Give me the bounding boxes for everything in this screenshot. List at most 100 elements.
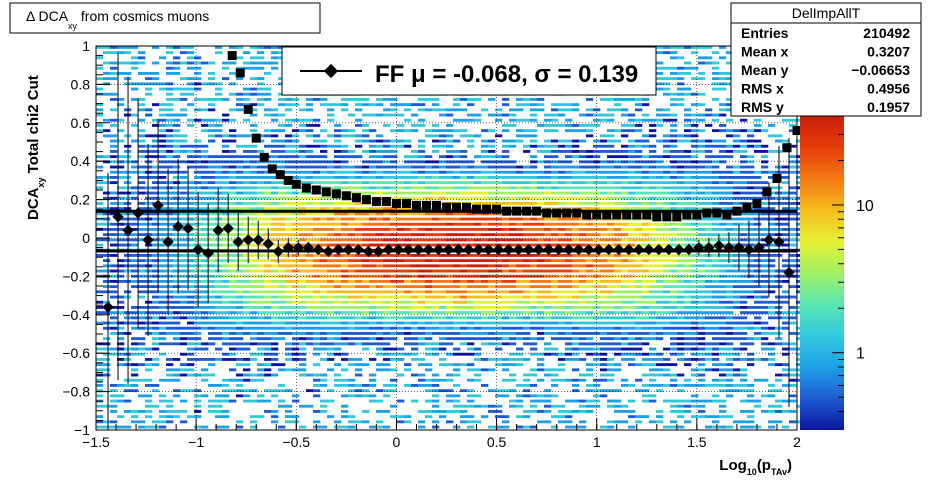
heatmap-cell [341, 274, 349, 278]
heatmap-cell [243, 311, 251, 315]
heatmap-cell [138, 165, 146, 169]
heatmap-cell [635, 170, 643, 174]
heatmap-cell [222, 144, 230, 148]
heatmap-cell [355, 274, 363, 278]
heatmap-cell [250, 191, 258, 195]
heatmap-cell [173, 124, 181, 127]
heatmap-cell [425, 306, 433, 309]
heatmap-cell [208, 222, 216, 226]
heatmap-cell [397, 254, 405, 257]
heatmap-cell [572, 186, 580, 190]
heatmap-cell [635, 321, 643, 325]
heatmap-cell [313, 98, 321, 101]
heatmap-cell [614, 404, 622, 408]
heatmap-cell [439, 363, 447, 367]
heatmap-cell [663, 118, 671, 122]
heatmap-cell [411, 347, 419, 351]
heatmap-cell [698, 378, 706, 382]
heatmap-cell [481, 358, 489, 361]
heatmap-cell [306, 316, 314, 320]
heatmap-cell [572, 280, 580, 283]
heatmap-cell [439, 300, 447, 304]
heatmap-cell [313, 181, 321, 185]
heatmap-cell [509, 243, 517, 247]
heatmap-cell [607, 196, 615, 200]
heatmap-cell [684, 233, 692, 237]
heatmap-cell [572, 384, 580, 387]
heatmap-cell [236, 222, 244, 226]
heatmap-cell [425, 311, 433, 315]
heatmap-cell [299, 243, 307, 247]
heatmap-cell [411, 311, 419, 315]
heatmap-cell [194, 311, 202, 315]
heatmap-cell [684, 170, 692, 174]
heatmap-cell [544, 222, 552, 226]
heatmap-cell [292, 233, 300, 237]
heatmap-cell [593, 202, 601, 205]
heatmap-cell [264, 280, 272, 283]
heatmap-cell [551, 347, 559, 351]
heatmap-cell [222, 269, 230, 273]
heatmap-cell [439, 389, 447, 393]
heatmap-cell [670, 118, 678, 122]
heatmap-cell [453, 238, 461, 242]
heatmap-cell [145, 108, 153, 112]
heatmap-cell [264, 337, 272, 341]
heatmap-cell [684, 384, 692, 387]
heatmap-cell [495, 259, 503, 263]
heatmap-cell [180, 212, 188, 216]
heatmap-cell [614, 228, 622, 231]
heatmap-cell [341, 160, 349, 164]
heatmap-cell [110, 207, 118, 211]
heatmap-cell [411, 196, 419, 200]
heatmap-cell [166, 399, 174, 403]
heatmap-cell [138, 61, 146, 65]
heatmap-cell [460, 165, 468, 169]
heatmap-cell [523, 373, 531, 377]
heatmap-cell [376, 295, 384, 299]
heatmap-cell [138, 337, 146, 341]
heatmap-cell [166, 368, 174, 372]
heatmap-cell [523, 181, 531, 185]
heatmap-cell [565, 410, 573, 413]
heatmap-cell [131, 415, 139, 419]
heatmap-cell [586, 196, 594, 200]
heatmap-cell [453, 347, 461, 351]
heatmap-cell [670, 378, 678, 382]
heatmap-cell [698, 404, 706, 408]
heatmap-cell [628, 306, 636, 309]
heatmap-cell [110, 243, 118, 247]
heatmap-cell [313, 170, 321, 174]
heatmap-cell [670, 72, 678, 75]
heatmap-cell [229, 160, 237, 164]
heatmap-cell [173, 389, 181, 393]
heatmap-cell [131, 98, 139, 101]
heatmap-cell [614, 222, 622, 226]
heatmap-cell [488, 212, 496, 216]
heatmap-cell [145, 415, 153, 419]
heatmap-cell [677, 66, 685, 70]
heatmap-cell [432, 280, 440, 283]
heatmap-cell [215, 186, 223, 190]
heatmap-cell [656, 326, 664, 330]
heatmap-cell [320, 103, 328, 107]
heatmap-cell [600, 347, 608, 351]
heatmap-cell [642, 103, 650, 107]
heatmap-cell [376, 150, 384, 153]
heatmap-cell [460, 233, 468, 237]
heatmap-cell [558, 186, 566, 190]
heatmap-cell [607, 181, 615, 185]
heatmap-cell [355, 139, 363, 143]
heatmap-cell [642, 295, 650, 299]
heatmap-cell [418, 316, 426, 320]
heatmap-cell [194, 155, 202, 159]
heatmap-cell [201, 358, 209, 361]
heatmap-cell [173, 358, 181, 361]
heatmap-cell [453, 311, 461, 315]
heatmap-cell [411, 384, 419, 387]
heatmap-cell [138, 139, 146, 143]
heatmap-cell [96, 378, 104, 382]
heatmap-cell [453, 368, 461, 372]
heatmap-cell [572, 129, 580, 133]
heatmap-cell [460, 280, 468, 283]
